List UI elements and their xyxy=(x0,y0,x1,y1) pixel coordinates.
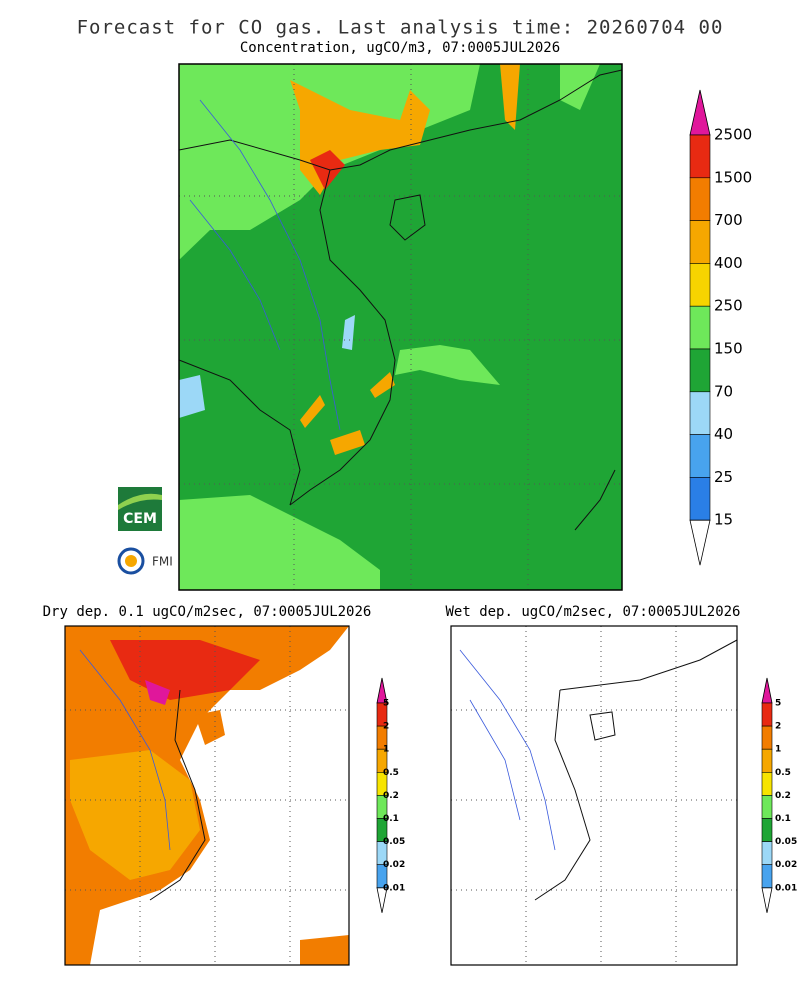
colorbar-segment xyxy=(761,864,773,889)
colorbar-label: 0.2 xyxy=(383,791,399,801)
colorbar-segment xyxy=(689,177,711,221)
colorbar-segment xyxy=(761,818,773,842)
colorbar-label: 15 xyxy=(714,511,733,529)
panel-title: Concentration, ugCO/m3, 07:0005JUL2026 xyxy=(240,40,560,56)
colorbar-triangle xyxy=(376,887,388,913)
colorbar-label: 40 xyxy=(714,425,733,443)
colorbar-segment xyxy=(689,477,711,521)
colorbar-segment xyxy=(761,748,773,773)
colorbar-segment xyxy=(689,391,711,435)
panel-title: Dry dep. 0.1 ugCO/m2sec, 07:0005JUL2026 xyxy=(43,604,372,620)
colorbar-segment xyxy=(689,263,711,307)
colorbar-triangle xyxy=(761,677,773,704)
colorbar-label: 70 xyxy=(714,382,733,400)
colorbar-label: 0.5 xyxy=(775,768,791,778)
fmi-logo: FMI xyxy=(117,547,173,575)
colorbar-label: 0.01 xyxy=(775,883,797,893)
concentration-map xyxy=(178,63,623,591)
logo-text: CEM xyxy=(123,511,157,527)
colorbar-segment xyxy=(761,841,773,865)
colorbar-label: 2 xyxy=(383,722,389,732)
page-title: Forecast for CO gas. Last analysis time:… xyxy=(77,17,724,39)
colorbar-segment xyxy=(761,771,773,796)
colorbar-label: 400 xyxy=(714,254,743,272)
colorbar-triangle xyxy=(689,89,711,136)
colorbar-label: 1 xyxy=(383,745,389,755)
colorbar-label: 250 xyxy=(714,297,743,315)
wet-deposition-map xyxy=(450,625,738,966)
colorbar-label: 2500 xyxy=(714,126,752,144)
colorbar-label: 0.05 xyxy=(383,837,405,847)
colorbar-label: 0.05 xyxy=(775,837,797,847)
colorbar-label: 0.1 xyxy=(775,814,791,824)
colorbar-label: 0.1 xyxy=(383,814,399,824)
colorbar-segment xyxy=(761,795,773,819)
colorbar-label: 2 xyxy=(775,722,781,732)
colorbar-label: 0.02 xyxy=(383,860,405,870)
colorbar-label: 5 xyxy=(383,699,389,709)
colorbar-segment xyxy=(761,702,773,727)
colorbar-segment xyxy=(761,725,773,750)
cem-logo: CEM xyxy=(118,487,162,531)
colorbar-segment xyxy=(689,134,711,179)
colorbar-segment xyxy=(689,220,711,264)
colorbar-triangle xyxy=(689,519,711,566)
colorbar-triangle xyxy=(761,887,773,913)
colorbar-label: 0.01 xyxy=(383,883,405,893)
colorbar-label: 0.5 xyxy=(383,768,399,778)
colorbar-segment xyxy=(689,434,711,478)
colorbar-label: 25 xyxy=(714,468,733,486)
colorbar-label: 700 xyxy=(714,211,743,229)
colorbar-label: 150 xyxy=(714,340,743,358)
dry-deposition-map xyxy=(64,625,350,966)
logo-text: FMI xyxy=(152,555,173,569)
colorbar-label: 5 xyxy=(775,699,781,709)
panel-title: Wet dep. ugCO/m2sec, 07:0005JUL2026 xyxy=(445,604,740,620)
colorbar-label: 0.2 xyxy=(775,791,791,801)
colorbar-label: 0.02 xyxy=(775,860,797,870)
colorbar-label: 1500 xyxy=(714,168,752,186)
colorbar-segment xyxy=(689,348,711,393)
colorbar-segment xyxy=(689,305,711,350)
colorbar-label: 1 xyxy=(775,745,781,755)
